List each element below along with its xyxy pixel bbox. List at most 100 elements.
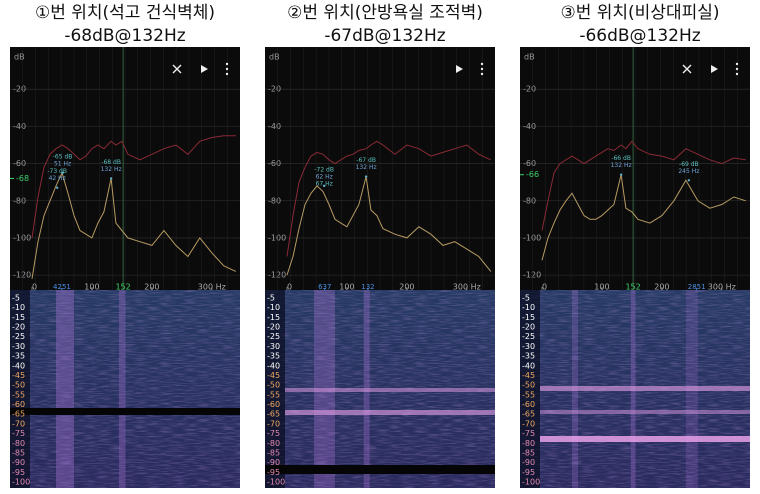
spectrogram-tick: -5: [12, 294, 20, 303]
x-tick-label: 200: [399, 283, 414, 292]
marker-label: 132: [361, 283, 374, 291]
spectrogram-tick: -80: [12, 439, 25, 448]
peak-label: 67 Hz: [316, 180, 333, 187]
cursor-label: 152: [625, 283, 640, 292]
panel-subtitle: -67dB@132Hz: [324, 26, 445, 46]
toolbar: [172, 62, 229, 76]
spectrogram-tick: -60: [12, 400, 25, 409]
peak-marker: [619, 173, 623, 176]
spectrogram-tick: -80: [522, 439, 535, 448]
y-tick-label: -20: [268, 85, 281, 94]
spectrogram-tick: -30: [522, 342, 535, 351]
spectrogram-tick: -90: [267, 458, 280, 467]
spectrogram-tick: -30: [267, 342, 280, 351]
peak-label: -72 dB: [314, 166, 334, 173]
x-tick-label: 100: [594, 283, 609, 292]
menu-dot[interactable]: [225, 67, 229, 71]
spectrogram-tick: -35: [522, 352, 535, 361]
x-tick-label: 300 Hz: [708, 283, 736, 292]
y-tick-label: -120: [268, 271, 286, 280]
y-tick-label: -20: [523, 85, 536, 94]
app-panel: -20 -40 -60 -80 -100 -120 dB 0 100 200 300 Hz 152 -6…: [520, 47, 750, 488]
spectrogram-tick: -90: [522, 458, 535, 467]
cursor-label: 152: [115, 283, 130, 292]
play-icon[interactable]: [711, 65, 718, 73]
play-icon[interactable]: [456, 65, 463, 73]
spectrogram: -5-10-15-20-25-30-35-40-45-50-55-60-65-7…: [520, 290, 750, 488]
x-tick-label: 300 Hz: [453, 283, 481, 292]
spectrogram-tick: -50: [12, 381, 25, 390]
spectrogram-tick: -35: [267, 352, 280, 361]
spectrogram-tick: -5: [267, 294, 275, 303]
horizontal-band: [285, 388, 495, 392]
spectrogram-tick: -70: [267, 419, 280, 428]
spectrogram-tick: -95: [12, 468, 25, 477]
peak-label: 42 Hz: [49, 175, 66, 182]
x-tick-label: 200: [144, 283, 159, 292]
y-tick-label: -60: [268, 159, 281, 168]
peak-label: -68 dB: [101, 159, 121, 166]
spectrogram: -5-10-15-20-25-30-35-40-45-50-55-60-65-7…: [265, 290, 495, 488]
menu-dot[interactable]: [225, 62, 229, 66]
horizontal-band: [285, 410, 495, 415]
low-band: [265, 290, 285, 488]
panel-title: ③번 위치(비상대피실): [560, 3, 719, 23]
close-icon[interactable]: [172, 64, 182, 74]
peak-label: 132 Hz: [101, 166, 122, 173]
peak-label: -73 dB: [47, 168, 67, 175]
spectrogram-tick: -45: [12, 371, 25, 380]
spectrogram-tick: -70: [12, 419, 25, 428]
x-tick-label: 0: [542, 283, 547, 292]
spectrogram-tick: -85: [12, 448, 25, 457]
spectrogram-tick: -15: [12, 313, 25, 322]
y-tick-label: -60: [523, 159, 536, 168]
app-panel: -20 -40 -60 -80 -100 -120 dB 0 100 200 300 Hz 637 13…: [265, 47, 495, 488]
toolbar: [456, 62, 484, 76]
vertical-band: [118, 290, 126, 488]
spectrum-line: [31, 135, 236, 238]
y-tick-label: -100: [523, 233, 541, 242]
panel-subtitle: -66dB@132Hz: [579, 26, 700, 46]
spectrum-line: [286, 140, 492, 257]
spectrogram-tick: -20: [522, 323, 535, 332]
spectrogram-tick: -55: [12, 390, 25, 399]
spectrum-line: [31, 171, 237, 279]
peak-label: 62 Hz: [316, 173, 333, 180]
spectrogram-tick: -25: [12, 332, 25, 341]
spectrogram-tick: -25: [267, 332, 280, 341]
spectrogram-tick: -45: [267, 371, 280, 380]
spectrogram-tick: -100: [267, 478, 285, 487]
y-tick-label: -80: [13, 196, 26, 205]
x-tick-label: 200: [654, 283, 669, 292]
spectrogram-tick: -5: [522, 294, 530, 303]
y-tick-label: -120: [523, 271, 541, 280]
menu-dot[interactable]: [735, 72, 739, 76]
menu-dot[interactable]: [480, 72, 484, 76]
peak-marker: [109, 177, 113, 180]
gap-band: [265, 465, 495, 474]
menu-dot[interactable]: [480, 62, 484, 66]
spectrogram-tick: -35: [12, 352, 25, 361]
x-tick-label: 100: [339, 283, 354, 292]
peak-label: 132 Hz: [356, 164, 377, 171]
spectrogram: -5-10-15-20-25-30-35-40-45-50-55-60-65-7…: [10, 290, 240, 488]
spectrum-line: [286, 176, 492, 276]
menu-dot[interactable]: [735, 67, 739, 71]
cursor-level-label: -68: [16, 174, 29, 183]
spectrogram-tick: -55: [267, 390, 280, 399]
y-tick-label: -120: [13, 271, 31, 280]
panel-title: ①번 위치(석고 건식벽체): [35, 3, 215, 23]
horizontal-band: [540, 436, 750, 442]
peak-marker: [687, 179, 691, 182]
play-icon[interactable]: [201, 65, 208, 73]
menu-dot[interactable]: [735, 62, 739, 66]
panel-subtitle: -68dB@132Hz: [64, 26, 185, 46]
spectrogram-tick: -20: [267, 323, 280, 332]
close-icon[interactable]: [682, 64, 692, 74]
peak-label: -66 dB: [611, 155, 631, 162]
spectrogram-tick: -65: [522, 410, 535, 419]
spectrogram-tick: -80: [267, 439, 280, 448]
menu-dot[interactable]: [480, 67, 484, 71]
menu-dot[interactable]: [225, 72, 229, 76]
